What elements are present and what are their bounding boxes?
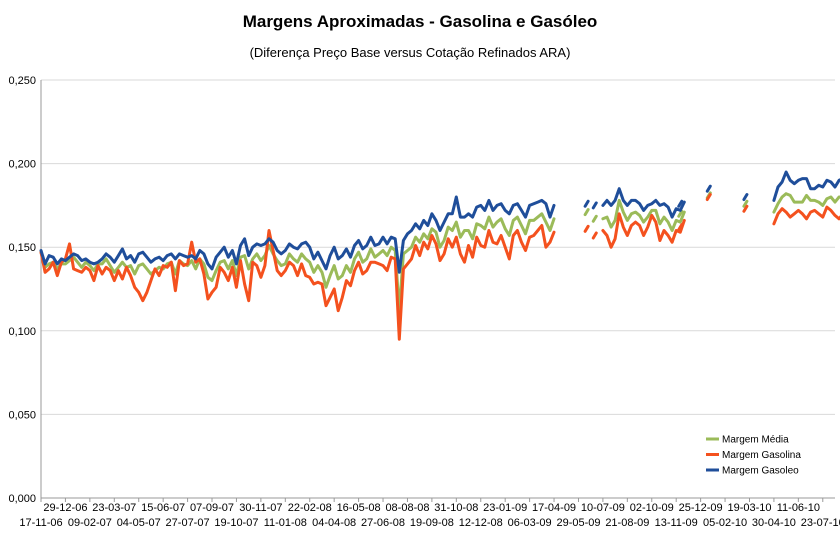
- x-tick-label: 23-01-09: [483, 502, 527, 514]
- series-line-segment: [772, 192, 840, 214]
- x-axis-ticks: 17-11-06 09-02-07 04-05-07 27-07-07 19-10-07…: [19, 498, 840, 529]
- series-line-segment: [601, 198, 686, 232]
- x-tick-label: 17-11-06: [19, 517, 62, 529]
- series-line-segment: [39, 224, 556, 341]
- series-point: [591, 201, 598, 210]
- series-line-segment: [601, 212, 686, 249]
- series-point: [677, 223, 684, 232]
- legend-label: Margem Gasolina: [722, 450, 801, 461]
- x-tick-label: 05-02-10: [703, 517, 747, 529]
- x-tick-label: 30-04-10: [752, 517, 796, 529]
- x-tick-label: 27-07-07: [166, 517, 210, 529]
- x-tick-label: 19-10-07: [214, 517, 258, 529]
- series-point: [583, 224, 590, 233]
- x-tick-label: 04-05-07: [117, 517, 161, 529]
- x-axis: [40, 80, 835, 499]
- series-line-segment: [772, 205, 840, 226]
- series-point: [742, 204, 749, 213]
- y-tick-label: 0,200: [8, 159, 36, 171]
- series-line-segment: [39, 212, 556, 313]
- x-tick-label: 30-11-07: [239, 502, 282, 514]
- y-tick-label: 0,250: [8, 75, 36, 87]
- y-tick-label: 0,100: [8, 326, 36, 338]
- x-tick-label: 09-02-07: [68, 517, 112, 529]
- chart-subtitle: (Diferença Preço Base versus Cotação Ref…: [250, 45, 571, 60]
- x-tick-label: 11-06-10: [777, 502, 820, 514]
- x-tick-label: 23-07-10: [801, 517, 840, 529]
- series-margem-gasoleo: [39, 170, 840, 274]
- gridlines: [41, 79, 835, 499]
- series-point: [591, 214, 598, 223]
- x-tick-label: 29-12-06: [43, 502, 87, 514]
- y-tick-label: 0,000: [8, 493, 36, 505]
- y-tick-label: 0,050: [8, 409, 36, 421]
- x-tick-label: 22-02-08: [288, 502, 332, 514]
- x-tick-label: 13-11-09: [655, 517, 698, 529]
- chart-title: Margens Aproximadas - Gasolina e Gasóleo: [243, 12, 598, 31]
- x-tick-label: 21-08-09: [605, 517, 649, 529]
- series-point: [583, 199, 590, 208]
- x-tick-label: 10-07-09: [581, 502, 625, 514]
- x-tick-label: 11-01-08: [264, 517, 307, 529]
- series-point: [677, 199, 684, 208]
- series-point: [742, 193, 749, 202]
- series-point: [742, 199, 749, 208]
- x-tick-label: 08-08-08: [385, 502, 429, 514]
- y-tick-label: 0,150: [8, 242, 36, 254]
- x-tick-label: 17-04-09: [532, 502, 576, 514]
- x-tick-label: 16-05-08: [337, 502, 381, 514]
- legend: Margem Média Margem Gasolina Margem Gasole…: [706, 435, 801, 477]
- x-tick-label: 02-10-09: [630, 502, 674, 514]
- x-tick-label: 19-03-10: [727, 502, 771, 514]
- series-line-segment: [772, 170, 840, 202]
- x-tick-label: 06-03-09: [508, 517, 552, 529]
- legend-label: Margem Gasoleo: [722, 466, 799, 477]
- x-tick-label: 27-06-08: [361, 517, 405, 529]
- series-point: [583, 208, 590, 217]
- series-margem-gasolina: [39, 193, 840, 341]
- series-point: [705, 193, 712, 202]
- series-point: [591, 231, 598, 240]
- x-tick-label: 23-03-07: [92, 502, 136, 514]
- x-tick-label: 07-09-07: [190, 502, 234, 514]
- series-lines: [39, 170, 840, 341]
- x-tick-label: 04-04-08: [312, 517, 356, 529]
- y-axis-ticks: 0,000 0,050 0,100 0,150 0,200 0,250: [8, 75, 36, 505]
- series-line-segment: [601, 187, 686, 219]
- x-tick-label: 19-09-08: [410, 517, 454, 529]
- series-margem-média: [39, 191, 840, 313]
- x-tick-label: 12-12-08: [459, 517, 503, 529]
- series-point: [705, 184, 712, 193]
- series-line-segment: [39, 195, 556, 274]
- x-tick-label: 25-12-09: [679, 502, 723, 514]
- x-tick-label: 29-05-09: [556, 517, 600, 529]
- series-point: [677, 209, 684, 218]
- x-tick-label: 31-10-08: [434, 502, 478, 514]
- x-tick-label: 15-06-07: [141, 502, 185, 514]
- legend-label: Margem Média: [722, 435, 789, 446]
